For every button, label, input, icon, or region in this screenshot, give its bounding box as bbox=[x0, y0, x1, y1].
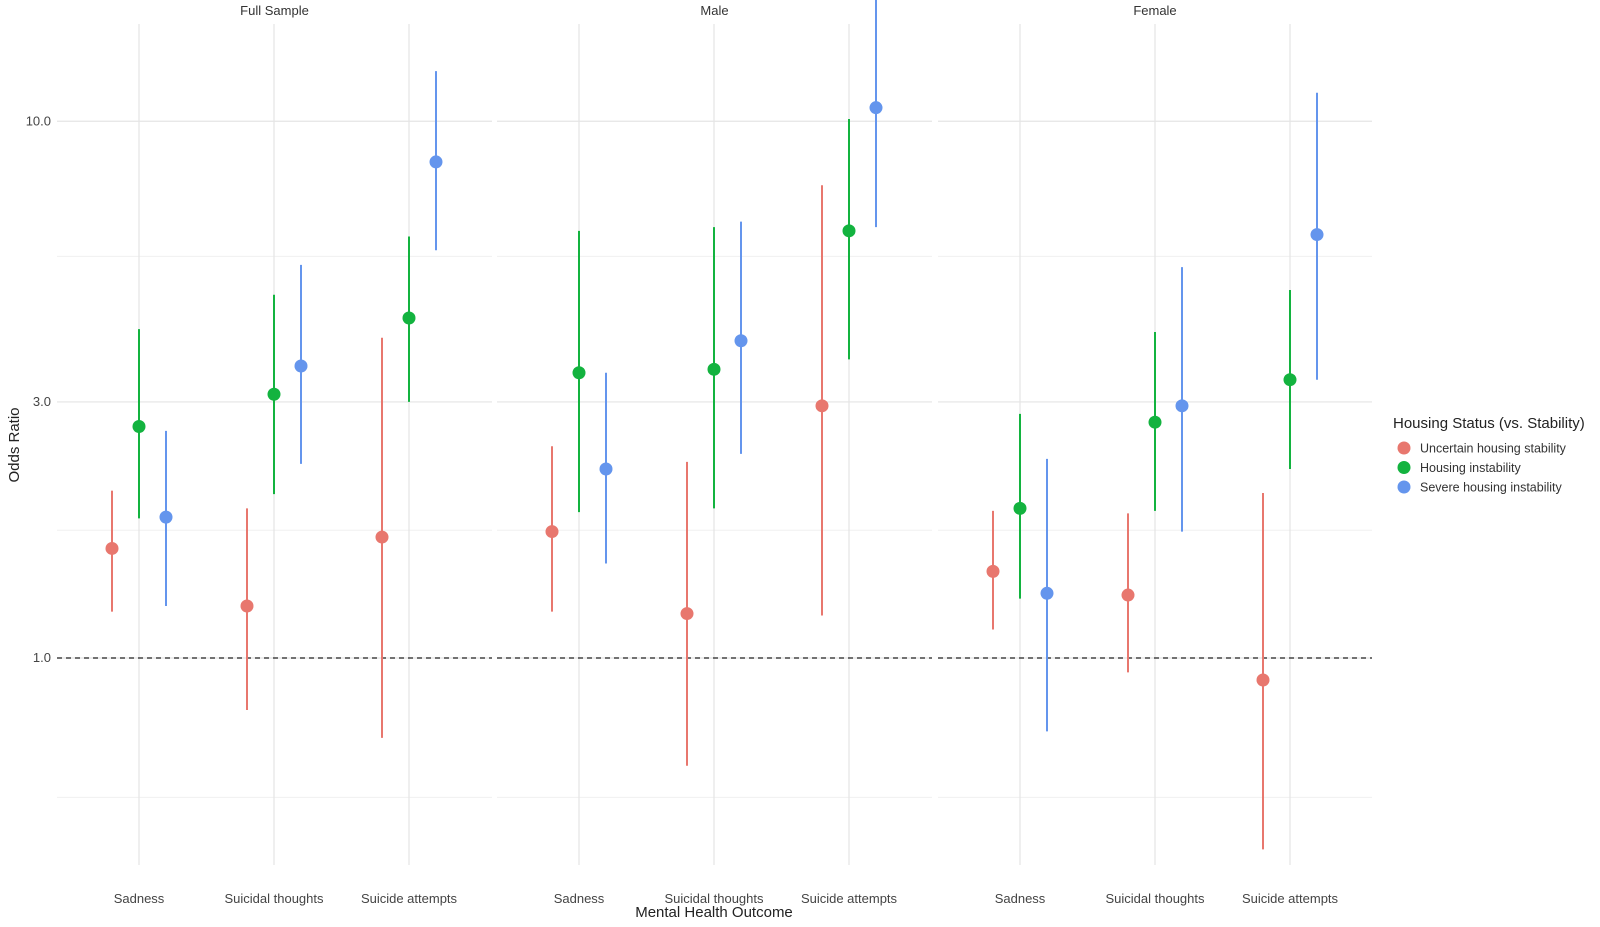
y-tick-labels: 1.0 3.0 10.0 bbox=[26, 113, 51, 665]
legend-label: Housing instability bbox=[1420, 461, 1521, 475]
data-point bbox=[1256, 673, 1270, 687]
data-point bbox=[815, 399, 829, 413]
data-point bbox=[707, 362, 721, 376]
legend-label: Uncertain housing stability bbox=[1420, 442, 1567, 456]
x-tick-label: Sadness bbox=[114, 891, 165, 906]
data-point bbox=[680, 607, 694, 621]
data-point bbox=[1310, 228, 1324, 242]
data-point bbox=[240, 599, 254, 613]
data-point bbox=[1040, 586, 1054, 600]
data-point bbox=[132, 419, 146, 433]
legend: Housing Status (vs. Stability) Uncertain… bbox=[1393, 415, 1585, 495]
data-point bbox=[1283, 373, 1297, 387]
data-point bbox=[842, 224, 856, 238]
data-point bbox=[869, 101, 883, 115]
data-point bbox=[734, 334, 748, 348]
data-point bbox=[545, 525, 559, 539]
data-point bbox=[572, 366, 586, 380]
facet-label: Male bbox=[700, 3, 728, 18]
data-point bbox=[1013, 501, 1027, 515]
legend-items: Uncertain housing stability Housing insta… bbox=[1397, 441, 1567, 495]
data-point bbox=[159, 510, 173, 524]
data-point bbox=[599, 462, 613, 476]
legend-title: Housing Status (vs. Stability) bbox=[1393, 415, 1585, 432]
data-point bbox=[429, 155, 443, 169]
x-tick-label: Suicidal thoughts bbox=[1105, 891, 1205, 906]
x-tick-label: Suicide attempts bbox=[801, 891, 898, 906]
facet-panel: Female Sadness Suicidal thoughts Suicide at… bbox=[938, 3, 1372, 906]
x-tick-label: Suicidal thoughts bbox=[664, 891, 764, 906]
facet-label: Full Sample bbox=[240, 3, 309, 18]
legend-swatch bbox=[1397, 441, 1411, 455]
x-tick-label: Suicide attempts bbox=[361, 891, 458, 906]
facet-panel: Full Sample Sadness Suicidal thoughts Suici… bbox=[57, 3, 492, 906]
data-point bbox=[1121, 588, 1135, 602]
data-point bbox=[267, 387, 281, 401]
x-axis-title: Mental Health Outcome bbox=[635, 904, 793, 921]
x-tick-label: Suicidal thoughts bbox=[224, 891, 324, 906]
facet-label: Female bbox=[1133, 3, 1176, 18]
data-point bbox=[402, 311, 416, 325]
facet-panels: Full Sample Sadness Suicidal thoughts Suici… bbox=[57, 0, 1372, 906]
legend-swatch bbox=[1397, 461, 1411, 474]
data-point bbox=[294, 359, 308, 373]
y-axis: Odds Ratio 1.0 3.0 10.0 bbox=[6, 113, 51, 665]
data-point bbox=[986, 564, 1000, 578]
y-tick-label: 10.0 bbox=[26, 113, 51, 128]
x-tick-label: Suicide attempts bbox=[1242, 891, 1339, 906]
y-tick-label: 1.0 bbox=[33, 650, 51, 665]
legend-swatch bbox=[1397, 480, 1411, 494]
facet-panel: Male Sadness Suicidal thoughts Suicide atte… bbox=[497, 0, 932, 906]
y-tick-label: 3.0 bbox=[33, 394, 51, 409]
data-point bbox=[375, 530, 389, 544]
x-tick-label: Sadness bbox=[995, 891, 1046, 906]
legend-label: Severe housing instability bbox=[1420, 481, 1562, 495]
x-tick-label: Sadness bbox=[554, 891, 605, 906]
data-point bbox=[1148, 415, 1162, 429]
y-axis-title: Odds Ratio bbox=[6, 407, 23, 482]
data-point bbox=[105, 541, 119, 555]
data-point bbox=[1175, 399, 1189, 413]
